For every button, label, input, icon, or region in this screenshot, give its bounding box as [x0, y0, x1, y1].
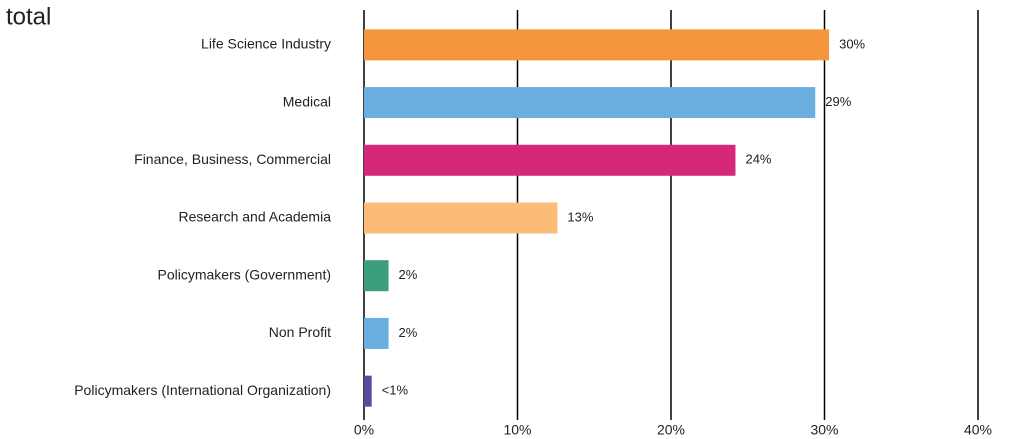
value-label: 29% [825, 94, 851, 109]
y-tick-label: Research and Academia [178, 209, 331, 225]
y-tick-label: Policymakers (International Organization… [74, 382, 331, 398]
bar [364, 260, 389, 292]
value-label: 30% [839, 36, 865, 51]
bar [364, 87, 816, 119]
y-tick-label: Life Science Industry [201, 36, 331, 52]
chart-title: total [6, 3, 51, 30]
y-tick-label: Policymakers (Government) [158, 266, 332, 282]
value-label: 2% [399, 325, 418, 340]
bar [364, 202, 558, 234]
value-label: 2% [399, 267, 418, 282]
value-label: 13% [567, 209, 593, 224]
y-tick-label: Finance, Business, Commercial [134, 151, 331, 167]
x-tick-label: 30% [810, 422, 838, 438]
x-tick-label: 20% [657, 422, 685, 438]
x-tick-label: 10% [503, 422, 531, 438]
bar [364, 144, 736, 176]
bar [364, 375, 372, 407]
x-tick-label: 40% [964, 422, 992, 438]
bar [364, 317, 389, 349]
bar [364, 29, 830, 61]
y-tick-label: Medical [283, 93, 331, 109]
value-label: <1% [382, 383, 409, 398]
value-label: 24% [745, 152, 771, 167]
y-tick-label: Non Profit [269, 324, 331, 340]
x-tick-label: 0% [354, 422, 374, 438]
